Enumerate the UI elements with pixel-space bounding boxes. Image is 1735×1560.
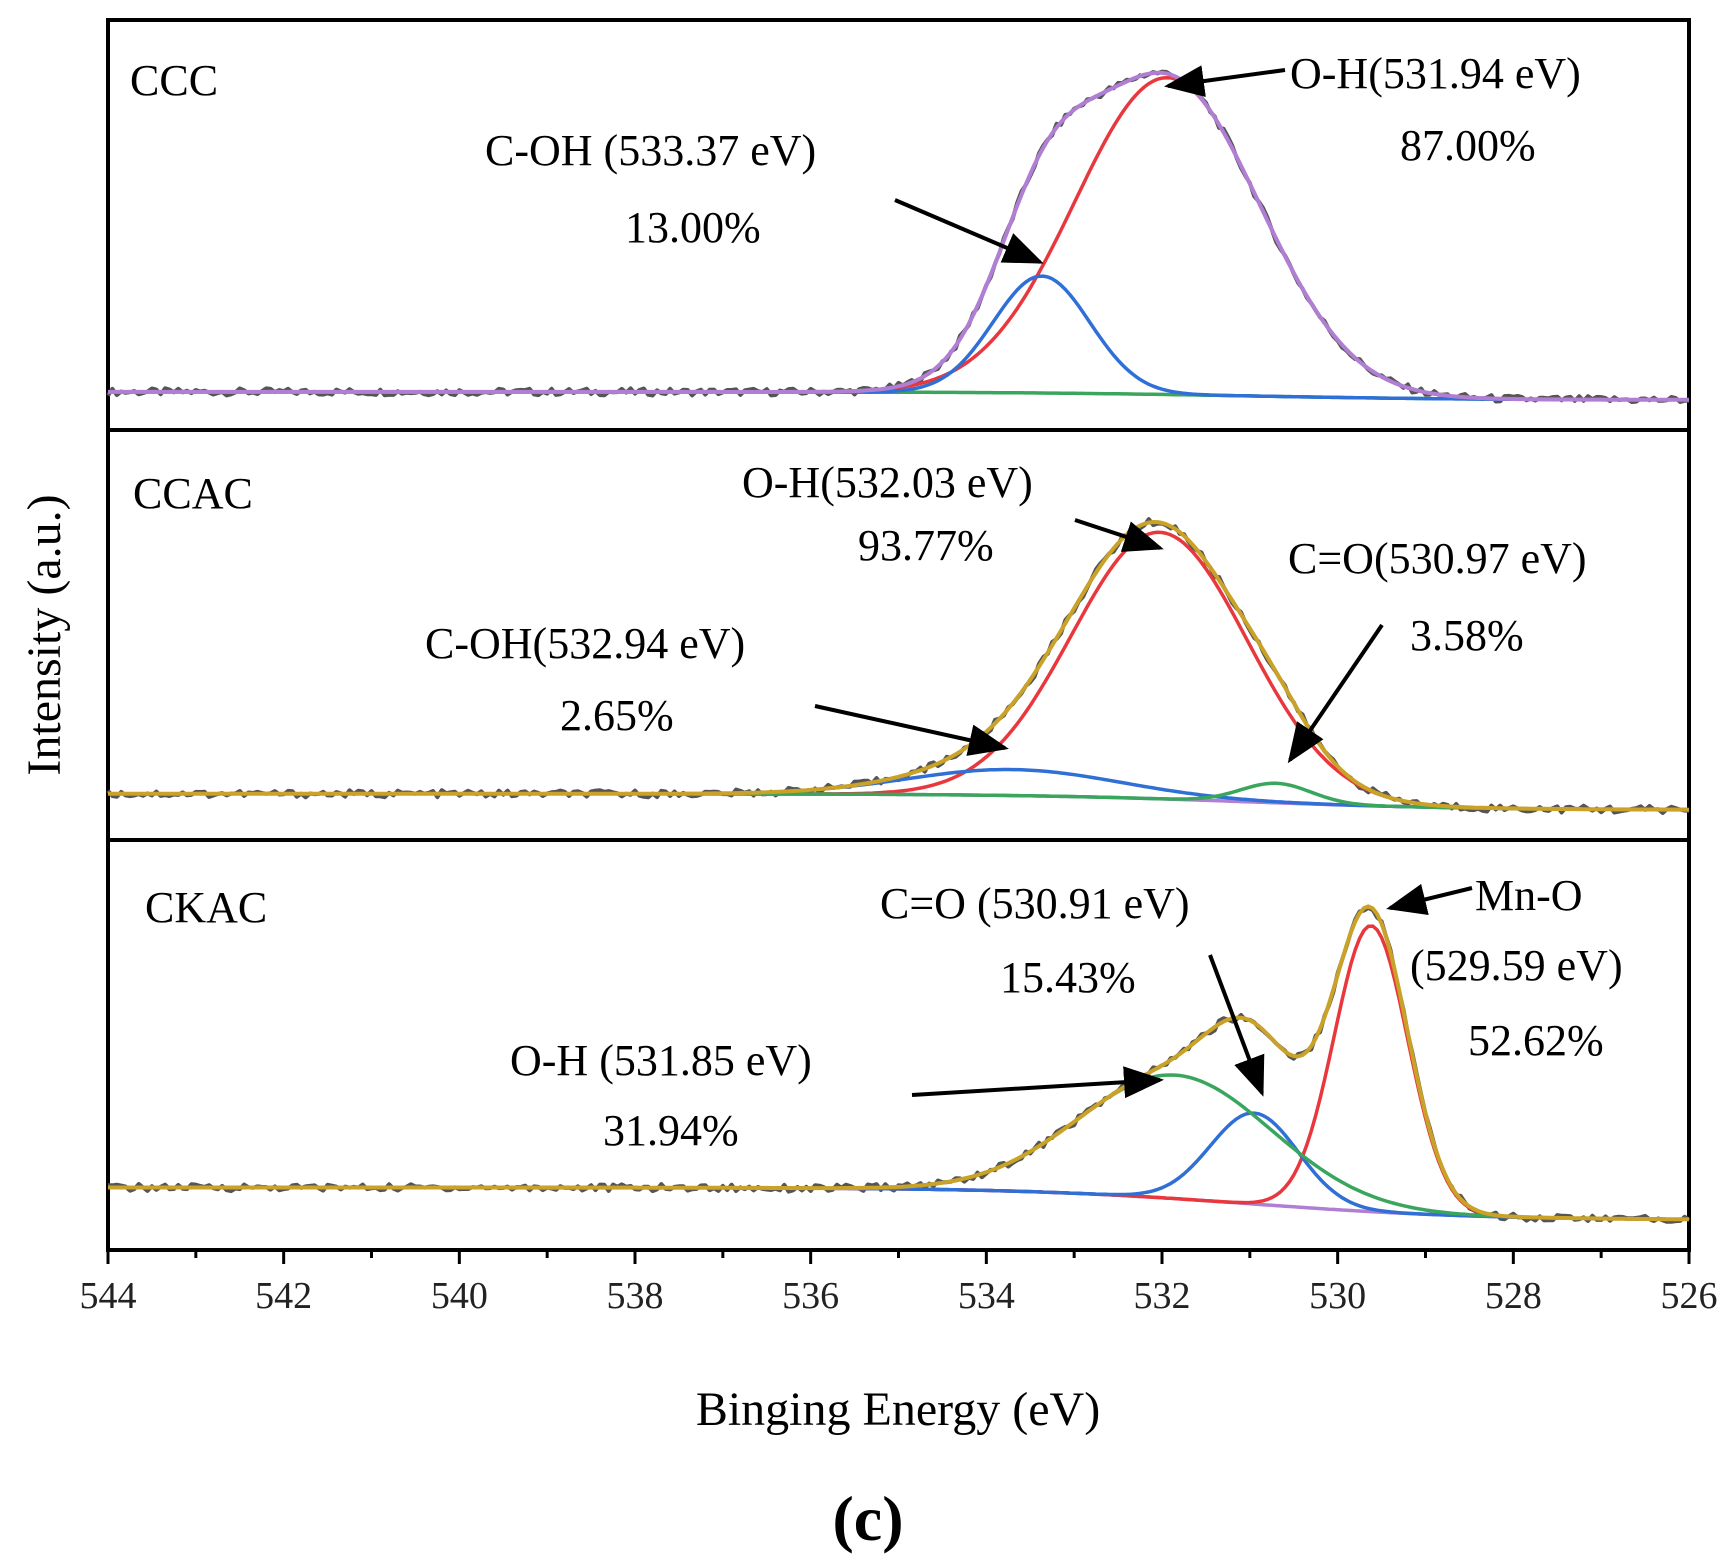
x-tick-label: 528 <box>1485 1275 1542 1317</box>
ccc-raw-data-line <box>106 69 1689 404</box>
ckac-co-percent: 15.43% <box>1000 953 1136 1002</box>
ckac-mno-arrow <box>1386 883 1473 916</box>
ccac-co-label: C=O(530.97 eV) <box>1288 534 1587 583</box>
panel-name-ccc: CCC <box>130 56 218 105</box>
ckac-mno-label2: (529.59 eV) <box>1410 941 1623 990</box>
ccc-coh-label: C-OH (533.37 eV) <box>485 126 816 175</box>
ccc-envelope-fit-line <box>108 70 1689 402</box>
ccac-co-percent: 3.58% <box>1410 611 1524 660</box>
ccac-coh-arrow <box>814 704 1009 756</box>
ccac-oh-percent: 93.77% <box>858 521 994 570</box>
x-tick-label: 536 <box>782 1275 839 1317</box>
ckac-oh-component-line <box>108 1073 1689 1222</box>
x-tick-label: 526 <box>1661 1275 1718 1317</box>
ccac-oh-arrow <box>1074 518 1164 552</box>
x-tick-label: 544 <box>80 1275 137 1317</box>
x-axis-ticks: 544 542 540 538 536 534 532 530 528 526 <box>80 1250 1718 1317</box>
panel-name-ckac: CKAC <box>145 883 267 932</box>
ckac-oh-percent: 31.94% <box>603 1106 739 1155</box>
x-tick-label: 540 <box>431 1275 488 1317</box>
ccac-oh-label: O-H(532.03 eV) <box>742 458 1033 507</box>
ccc-coh-percent: 13.00% <box>625 203 761 252</box>
x-tick-label: 532 <box>1134 1275 1191 1317</box>
x-tick-label: 534 <box>958 1275 1015 1317</box>
ckac-envelope-fit-line <box>108 904 1689 1222</box>
ccac-coh-percent: 2.65% <box>560 691 674 740</box>
ccc-oh-percent: 87.00% <box>1400 121 1536 170</box>
x-tick-label: 530 <box>1309 1275 1366 1317</box>
x-axis-label: Binging Energy (eV) <box>696 1383 1100 1436</box>
panel-name-ccac: CCAC <box>133 469 253 518</box>
ckac-co-arrow <box>1208 954 1265 1097</box>
ccac-coh-label: C-OH(532.94 eV) <box>425 619 745 668</box>
figure-caption: (c) <box>832 1483 903 1554</box>
ckac-mno-label: Mn-O <box>1475 871 1583 920</box>
ccc-oh-label: O-H(531.94 eV) <box>1290 49 1581 98</box>
x-tick-label: 542 <box>255 1275 312 1317</box>
ckac-co-component-line <box>108 1111 1689 1222</box>
ccac-co-arrow <box>1287 623 1384 764</box>
curves-layer <box>106 69 1691 1224</box>
ckac-oh-label: O-H (531.85 eV) <box>510 1036 812 1085</box>
x-tick-label: 538 <box>607 1275 664 1317</box>
y-axis-label: Intensity (a.u.) <box>18 494 71 775</box>
ccc-coh-arrow <box>894 198 1044 264</box>
ckac-co-label: C=O (530.91 eV) <box>880 879 1190 928</box>
ccac-envelope-fit-line <box>108 520 1690 812</box>
ccc-oh-arrow <box>1164 65 1286 97</box>
ckac-oh-arrow <box>911 1066 1164 1099</box>
ckac-mno-percent: 52.62% <box>1468 1016 1604 1065</box>
